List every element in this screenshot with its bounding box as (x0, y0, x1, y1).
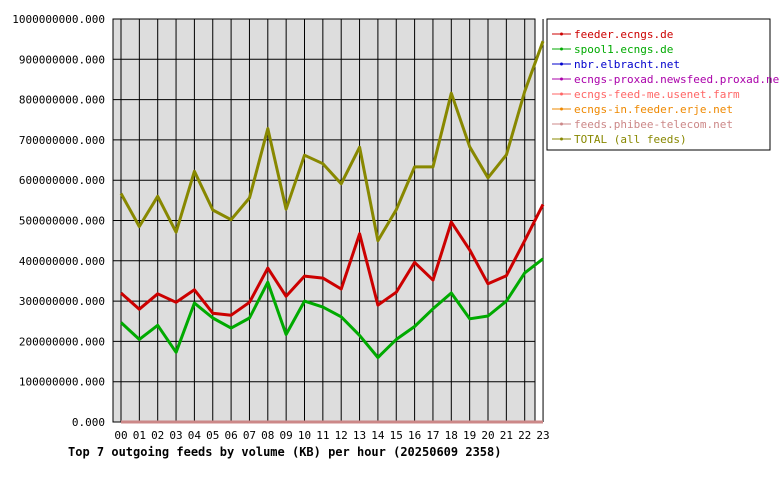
legend-swatch-marker (560, 137, 563, 141)
x-tick-label: 15 (390, 429, 403, 442)
y-tick-label: 400000000.000 (19, 255, 105, 268)
x-tick-label: 16 (408, 429, 421, 442)
y-tick-label: 800000000.000 (19, 94, 105, 107)
legend-label: spool1.ecngs.de (574, 43, 673, 56)
series-lines (119, 40, 545, 424)
x-tick-label: 14 (371, 429, 385, 442)
x-tick-label: 17 (426, 429, 439, 442)
x-tick-label: 07 (243, 429, 256, 442)
x-axis-ticks: 00 01 02 03 04 05 06 07 08 09 10 11 12 13 14 15 16 17 18 19… (114, 429, 549, 442)
x-tick-label: 23 (536, 429, 549, 442)
y-tick-label: 100000000.000 (19, 376, 105, 389)
x-tick-label: 06 (224, 429, 237, 442)
x-tick-label: 00 (114, 429, 127, 442)
y-tick-label: 500000000.000 (19, 215, 105, 228)
x-tick-label: 20 (481, 429, 494, 442)
y-tick-label: 600000000.000 (19, 174, 105, 187)
x-tick-label: 19 (463, 429, 476, 442)
legend-swatch-marker (560, 62, 563, 66)
legend-label: ecngs-feed-me.usenet.farm (574, 88, 740, 101)
y-tick-label: 300000000.000 (19, 295, 105, 308)
x-tick-label: 04 (188, 429, 202, 442)
legend-swatch-marker (560, 92, 563, 96)
y-tick-label: 1000000000.000 (12, 13, 105, 26)
x-tick-label: 21 (500, 429, 513, 442)
legend-swatch-marker (560, 32, 563, 36)
x-tick-label: 11 (316, 429, 329, 442)
legend-label: TOTAL (all feeds) (574, 133, 687, 146)
legend-box (546, 18, 771, 151)
y-tick-label: 200000000.000 (19, 335, 105, 348)
series-line (119, 40, 545, 243)
legend-label: ecngs-proxad.newsfeed.proxad.net (574, 73, 780, 86)
chart-title: Top 7 outgoing feeds by volume (KB) per … (68, 445, 501, 459)
y-tick-label: 700000000.000 (19, 134, 105, 147)
x-tick-label: 12 (335, 429, 348, 442)
x-tick-label: 22 (518, 429, 531, 442)
x-tick-label: 03 (169, 429, 182, 442)
x-tick-label: 02 (151, 429, 164, 442)
legend-swatch-marker (560, 47, 563, 51)
x-tick-label: 13 (353, 429, 366, 442)
legend-swatch-marker (560, 122, 563, 126)
x-tick-label: 05 (206, 429, 219, 442)
y-tick-label: 900000000.000 (19, 53, 105, 66)
legend-label: feeds.phibee-telecom.net (574, 118, 733, 131)
legend-swatch-marker (560, 107, 563, 111)
legend-label: ecngs-in.feeder.erje.net (574, 103, 733, 116)
legend-swatch-marker (560, 77, 563, 81)
x-tick-label: 09 (280, 429, 293, 442)
y-tick-label: 0.000 (72, 416, 105, 429)
legend: feeder.ecngs.de spool1.ecngs.de nbr.elbrac… (552, 28, 780, 146)
y-axis-ticks: 0.000 100000000.000 200000000.000 300000000… (12, 13, 105, 429)
x-tick-label: 01 (133, 429, 146, 442)
x-tick-label: 10 (298, 429, 311, 442)
series-line (119, 257, 544, 359)
x-tick-label: 08 (261, 429, 274, 442)
legend-label: feeder.ecngs.de (574, 28, 673, 41)
series-line (120, 203, 545, 317)
x-tick-label: 18 (445, 429, 458, 442)
legend-label: nbr.elbracht.net (574, 58, 680, 71)
